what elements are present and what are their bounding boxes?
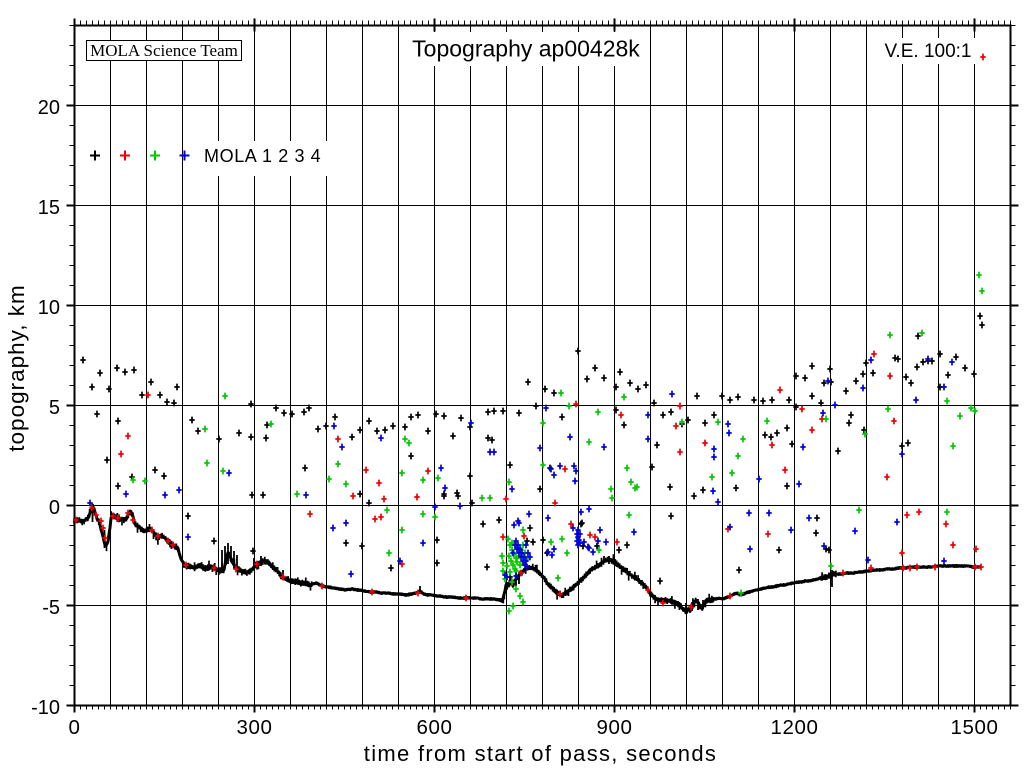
svg-text:600: 600 xyxy=(416,716,452,739)
svg-text:V.E. 100:1: V.E. 100:1 xyxy=(885,41,972,62)
svg-text:10: 10 xyxy=(38,297,60,319)
svg-text:0: 0 xyxy=(68,716,80,739)
svg-text:5: 5 xyxy=(49,397,60,419)
svg-text:MOLA 1 2 3 4: MOLA 1 2 3 4 xyxy=(204,146,321,166)
svg-text:-5: -5 xyxy=(42,597,60,619)
svg-text:-10: -10 xyxy=(31,697,60,719)
svg-text:20: 20 xyxy=(38,97,60,119)
svg-text:15: 15 xyxy=(38,197,60,219)
svg-text:topography, km: topography, km xyxy=(4,284,29,451)
svg-text:time from start of pass, secon: time from start of pass, seconds xyxy=(364,741,717,766)
svg-text:0: 0 xyxy=(49,497,60,519)
svg-text:1500: 1500 xyxy=(950,716,998,739)
svg-text:Topography ap00428k: Topography ap00428k xyxy=(412,36,640,62)
svg-text:1200: 1200 xyxy=(770,716,818,739)
svg-text:900: 900 xyxy=(596,716,632,739)
svg-text:300: 300 xyxy=(236,716,272,739)
svg-text:MOLA Science Team: MOLA Science Team xyxy=(90,41,238,60)
